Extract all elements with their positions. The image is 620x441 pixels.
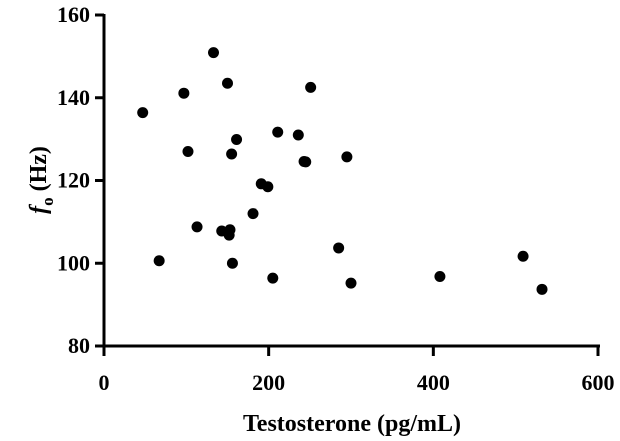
- x-axis: 0 200 400 600: [99, 344, 615, 395]
- y-tick-label: 140: [57, 85, 90, 110]
- data-point: [222, 77, 233, 89]
- data-point: [226, 257, 238, 269]
- data-point: [231, 134, 243, 146]
- data-point: [262, 181, 274, 193]
- data-point: [272, 126, 284, 138]
- x-tick-label: 0: [99, 370, 110, 395]
- y-axis-title-subscript: o: [38, 197, 57, 206]
- y-tick-label: 100: [57, 250, 90, 275]
- x-tick-label: 600: [582, 370, 615, 395]
- data-point: [300, 156, 312, 168]
- y-axis-title-unit: (Hz): [26, 146, 52, 197]
- y-axis: 80 100 120 140 160: [57, 2, 106, 358]
- data-point: [226, 148, 238, 160]
- data-point: [434, 270, 446, 282]
- y-tick-label: 80: [68, 333, 90, 358]
- x-tick-label: 200: [252, 370, 285, 395]
- data-point: [345, 277, 357, 289]
- data-points: [137, 47, 548, 295]
- data-point: [305, 81, 317, 93]
- data-point: [292, 129, 304, 141]
- data-point: [341, 151, 353, 163]
- x-axis-title: Testosterone (pg/mL): [243, 411, 461, 437]
- y-axis-title-symbol: f: [26, 204, 52, 214]
- data-point: [137, 107, 149, 119]
- data-point: [191, 221, 203, 233]
- data-point: [153, 255, 165, 267]
- data-point: [333, 242, 345, 254]
- data-point: [182, 146, 194, 158]
- data-point: [178, 87, 190, 99]
- y-tick-label: 160: [57, 2, 90, 27]
- data-point: [208, 47, 220, 59]
- data-point: [536, 283, 548, 295]
- y-tick-label: 120: [57, 168, 90, 193]
- x-tick-label: 400: [417, 370, 450, 395]
- data-point: [247, 208, 259, 220]
- data-point: [267, 272, 279, 284]
- data-point: [224, 224, 236, 236]
- y-axis-title: fo (Hz): [26, 146, 57, 214]
- data-point: [517, 250, 529, 262]
